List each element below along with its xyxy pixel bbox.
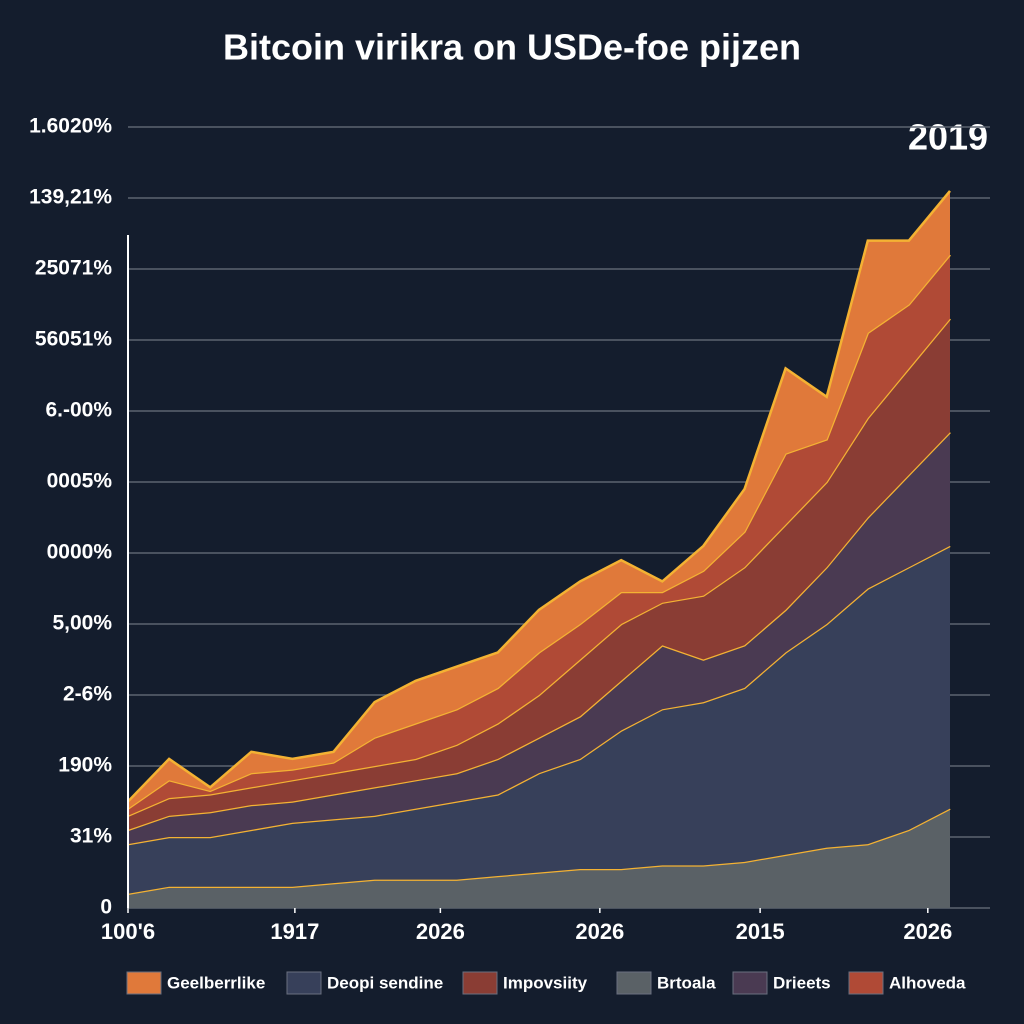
annotation: 2019 xyxy=(908,117,988,158)
y-tick-label: 5,00% xyxy=(52,612,112,635)
y-tick-label: 0000% xyxy=(47,541,113,564)
x-tick-label: 2026 xyxy=(416,919,465,944)
legend-swatch xyxy=(848,971,884,995)
y-tick-label: 6.-00% xyxy=(45,399,112,422)
legend-label: Geelberrlike xyxy=(167,973,265,992)
y-tick-label: 56051% xyxy=(35,328,112,351)
y-tick-label: 2-6% xyxy=(63,683,112,706)
area xyxy=(128,318,950,830)
legend-label: Alhoveda xyxy=(889,973,966,992)
area xyxy=(128,545,950,894)
y-tick-label: 190% xyxy=(58,754,112,777)
area xyxy=(128,432,950,845)
legend-swatch xyxy=(126,971,162,995)
y-tick-label: 0005% xyxy=(47,470,113,493)
legend-label: Brtoala xyxy=(657,973,716,992)
chart-title: Bitcoin virikra on USDe-foe pijzen xyxy=(223,27,801,68)
y-tick-label: 0 xyxy=(100,896,112,919)
area-edge xyxy=(127,190,951,803)
legend-swatch xyxy=(286,971,322,995)
y-tick-label: 1.6020% xyxy=(29,115,112,138)
x-tick-label: 2026 xyxy=(903,919,952,944)
x-tick-label: 100'6 xyxy=(101,919,155,944)
area xyxy=(128,190,950,809)
legend-label: Drieets xyxy=(773,973,831,992)
x-tick-label: 2026 xyxy=(575,919,624,944)
legend-swatch xyxy=(462,971,498,995)
y-tick-label: 139,21% xyxy=(29,186,112,209)
legend-label: Deopi sendine xyxy=(327,973,443,992)
y-tick-label: 31% xyxy=(70,825,112,848)
legend-label: Impovsiity xyxy=(503,973,588,992)
x-tick-label: 2015 xyxy=(736,919,785,944)
legend-swatch xyxy=(732,971,768,995)
y-tick-label: 25071% xyxy=(35,257,112,280)
x-tick-label: 1917 xyxy=(270,919,319,944)
legend-swatch xyxy=(616,971,652,995)
